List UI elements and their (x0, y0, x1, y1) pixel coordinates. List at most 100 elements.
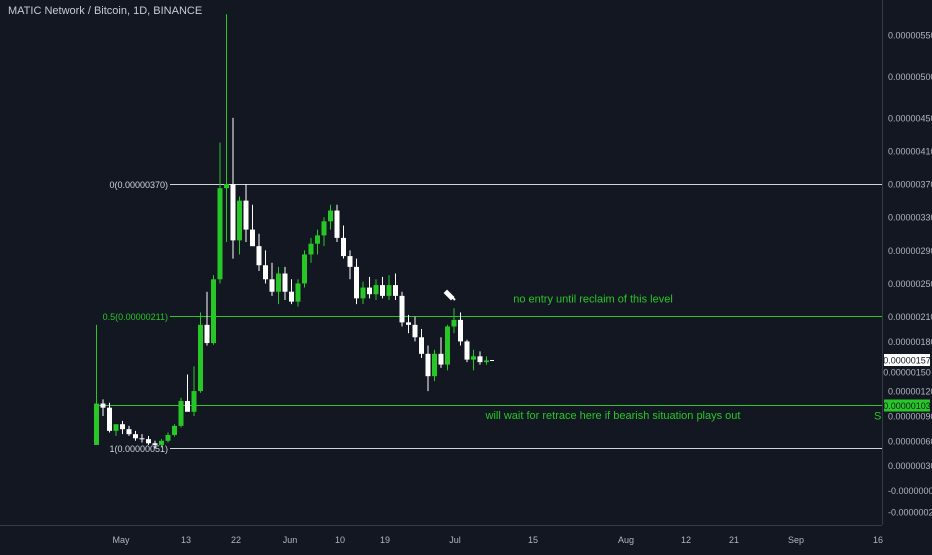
candle-body (412, 324, 418, 338)
candle-body (243, 200, 249, 230)
candle-body (282, 273, 288, 292)
x-tick-label: 12 (681, 535, 691, 545)
hammer-icon (443, 289, 456, 301)
labels-layer: 0(0.00000370) 0.5(0.00000211) 1(0.00000051… (103, 180, 882, 454)
candle-body (393, 285, 398, 296)
x-tick-label: 15 (528, 535, 538, 545)
candle-body (438, 353, 444, 365)
y-tick-label: 0.00000450 (888, 113, 932, 123)
candle-body (295, 283, 301, 302)
x-tick-label: Aug (618, 535, 634, 545)
annotation-text: will wait for retrace here if bearish si… (485, 410, 741, 422)
candle-body (263, 265, 268, 280)
candle-body (204, 324, 210, 344)
y-tick-label: 0.00000500 (888, 72, 932, 82)
candle-body (386, 285, 392, 296)
y-tick-label: 0.00000180 (888, 337, 932, 347)
candle-body (477, 356, 483, 363)
y-tick-label: 0.00000210 (888, 312, 932, 322)
candle-body (126, 429, 132, 435)
candle-body (484, 360, 489, 363)
fib-level-label: 1(0.00000051) (109, 444, 168, 454)
chart-title: MATIC Network / Bitcoin, 1D, BINANCE (8, 5, 203, 17)
candle-body (172, 425, 177, 435)
current-price-secondary-label: 0.00000150 (883, 368, 931, 378)
candle-body (354, 266, 359, 299)
annotation-text: no entry until reclaim of this level (513, 293, 673, 305)
candle-body (451, 319, 457, 327)
x-tick-label: Sep (788, 535, 804, 545)
support-marker: S (874, 411, 881, 423)
candle-body (419, 337, 424, 354)
candle-body (360, 287, 366, 299)
fib-level-label: 0(0.00000370) (109, 180, 168, 190)
y-tick-label: -0.00000000 (888, 486, 932, 496)
candle-body (107, 407, 112, 431)
candle-body (328, 210, 333, 222)
candle-body (139, 438, 145, 440)
candle-body (100, 403, 106, 408)
candle-body (289, 291, 294, 302)
candle-body (341, 237, 346, 257)
x-tick-label: May (112, 535, 130, 545)
candle-body (211, 279, 216, 344)
support-price-label: 0.00000103 (883, 401, 931, 411)
candle-body (113, 424, 119, 431)
candle-body (276, 273, 281, 292)
y-tick-label: 0.00000030 (888, 461, 932, 471)
candle-body (120, 424, 125, 430)
candle-body (425, 353, 431, 377)
x-tick-label: Jun (283, 535, 298, 545)
candle-body (432, 353, 437, 377)
candles-layer (94, 14, 494, 449)
x-tick-label: 19 (380, 535, 390, 545)
candle-body (159, 440, 164, 445)
candle-body (321, 221, 327, 236)
y-tick-label: 0.00000250 (888, 279, 932, 289)
candle-body (464, 341, 470, 360)
candle-body (237, 200, 242, 241)
y-tick-label: 0.00000120 (888, 387, 932, 397)
support-price-tag (884, 399, 930, 412)
x-tick-label: 16 (873, 535, 883, 545)
x-tick-label: 22 (231, 535, 241, 545)
candle-body (152, 443, 158, 445)
y-tick-label: 0.00000410 (888, 146, 932, 156)
candle-body (230, 184, 236, 241)
y-tick-label: 0.00000290 (888, 246, 932, 256)
x-tick-label: 13 (181, 535, 191, 545)
candle-body (185, 401, 190, 412)
candle-body (471, 356, 476, 360)
y-tick-label: 0.00000060 (888, 436, 932, 446)
x-tick-label: 10 (335, 535, 345, 545)
candle-body (191, 391, 197, 412)
current-price-tag (884, 354, 930, 366)
candle-body (165, 434, 171, 441)
y-tick-label: 0.00000370 (888, 180, 932, 190)
candle-body (458, 319, 463, 342)
y-tick-label: 0.00000550 (888, 31, 932, 41)
candle-body (399, 295, 405, 323)
current-price-label: 0.00000157 (883, 356, 931, 366)
y-tick-label: 0.00000090 (888, 411, 932, 421)
x-tick-label: Jul (449, 535, 461, 545)
candle-body (380, 285, 385, 296)
candle-body (146, 439, 151, 444)
fib-level-label: 0.5(0.00000211) (103, 312, 168, 322)
candle-body (178, 401, 184, 426)
candle-body (334, 210, 340, 238)
y-tick-label: -0.00000026 (888, 508, 932, 518)
candle-body (373, 285, 379, 295)
candle-body (133, 434, 138, 439)
candle-body (198, 324, 203, 392)
candle-body (94, 403, 99, 445)
candle-body (217, 188, 223, 280)
candle-body (308, 243, 314, 255)
candle-body (347, 256, 353, 267)
y-tick-label: 0.00000330 (888, 213, 932, 223)
candle-body (406, 322, 411, 325)
candle-body (256, 246, 262, 266)
